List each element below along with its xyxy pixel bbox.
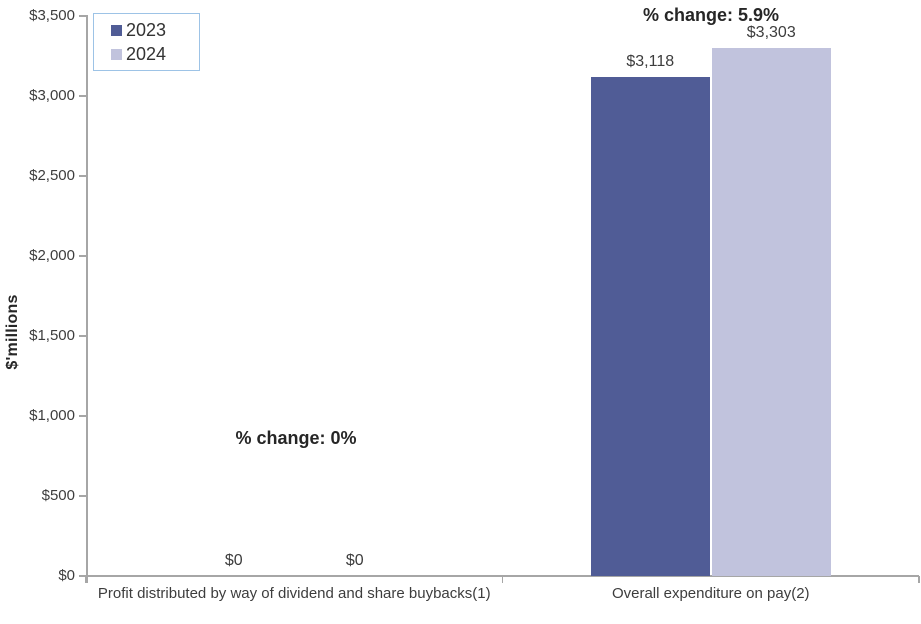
y-tick-mark	[79, 575, 86, 577]
bar-value-label: $3,118	[626, 53, 675, 70]
bar-value-label: $0	[345, 552, 364, 569]
y-tick-mark	[79, 175, 86, 177]
x-category-label: Overall expenditure on pay(2)	[611, 585, 810, 602]
x-tick-mark	[85, 576, 87, 583]
y-tick-mark	[79, 95, 86, 97]
x-tick-mark	[918, 576, 920, 583]
x-axis-line	[86, 575, 919, 577]
bar-value-label: $0	[224, 552, 243, 569]
bar-value-label: $3,303	[746, 24, 796, 41]
legend-item-2023: 2023	[111, 18, 199, 42]
legend: 2023 2024	[93, 13, 200, 71]
y-tick-label: $0	[58, 567, 75, 584]
y-tick-label: $2,000	[29, 247, 75, 264]
legend-label: 2024	[126, 44, 167, 64]
percent-change-annotation: % change: 5.9%	[642, 5, 780, 25]
y-tick-mark	[79, 415, 86, 417]
x-tick-mark	[501, 576, 504, 583]
y-tick-label: $3,000	[29, 87, 75, 104]
y-tick-label: $2,500	[29, 167, 75, 184]
x-category-label: Profit distributed by way of dividend an…	[97, 585, 491, 602]
y-tick-label: $500	[41, 487, 75, 504]
y-tick-label: $1,500	[29, 327, 75, 344]
y-tick-mark	[79, 335, 86, 337]
bar-2024-category-2	[711, 48, 831, 576]
y-tick-label: $3,500	[29, 7, 75, 24]
y-tick-mark	[79, 495, 86, 497]
bar-2023-category-2	[590, 77, 710, 576]
legend-label: 2023	[126, 20, 167, 40]
legend-swatch-2024	[111, 48, 122, 60]
legend-item-2024: 2024	[111, 42, 199, 66]
y-tick-mark	[79, 255, 86, 257]
y-axis-line	[86, 15, 88, 583]
percent-change-annotation: % change: 0%	[235, 428, 357, 448]
legend-swatch-2023	[111, 24, 122, 36]
y-tick-label: $1,000	[29, 407, 75, 424]
y-tick-mark	[79, 15, 86, 17]
